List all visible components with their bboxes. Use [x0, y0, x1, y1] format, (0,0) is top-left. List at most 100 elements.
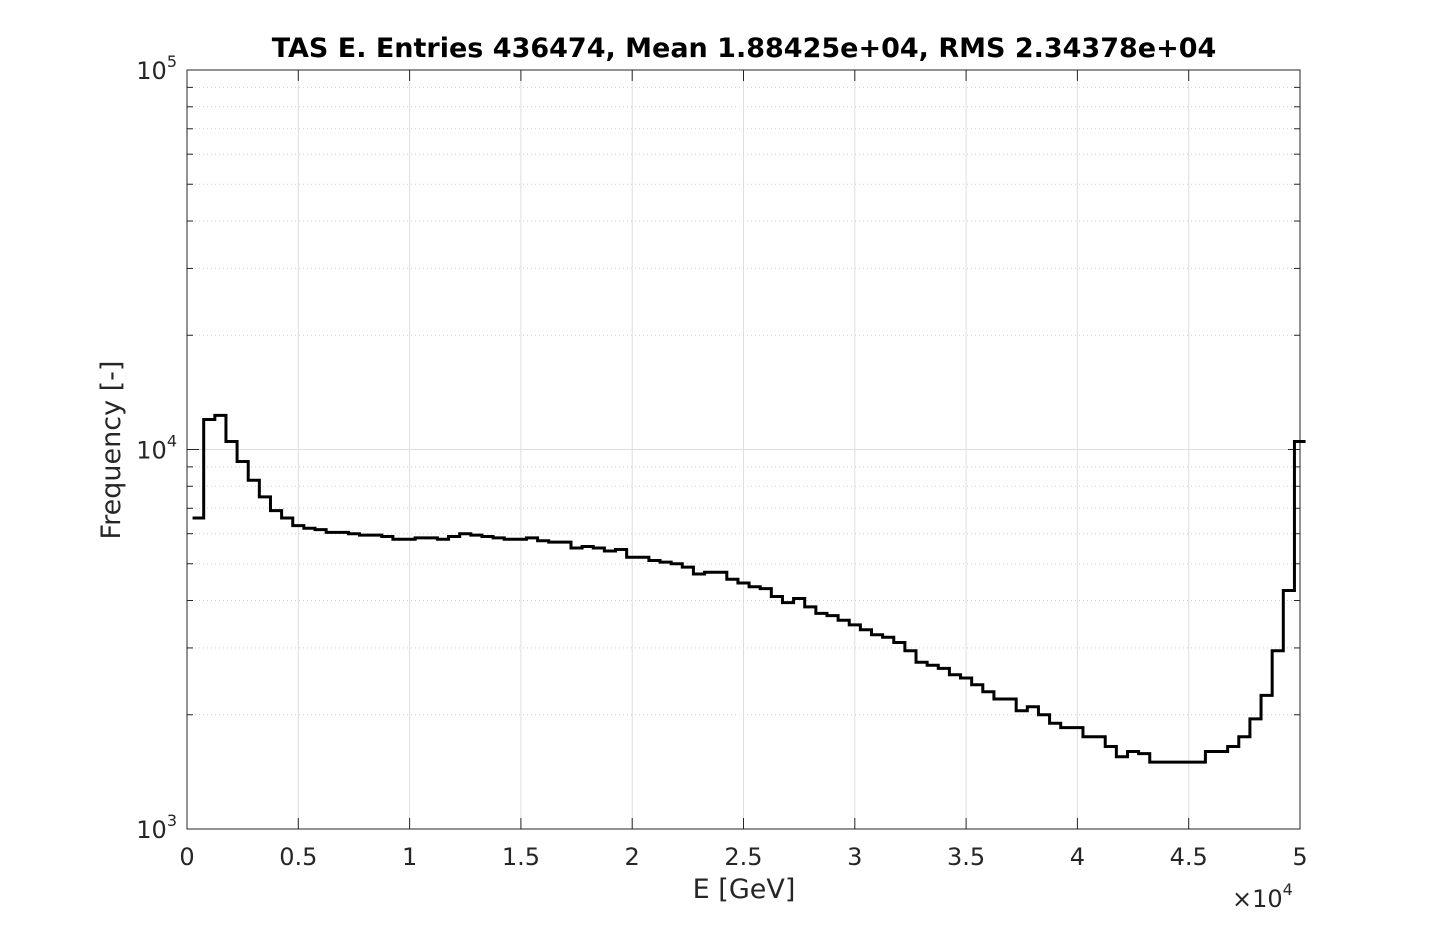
histogram-bin — [1194, 762, 1205, 829]
histogram-bin — [282, 518, 293, 829]
x-axis-exponent: ×104 — [1232, 880, 1293, 913]
histogram-bin — [348, 534, 359, 829]
histogram-bin — [493, 538, 504, 829]
histogram-bin — [604, 551, 615, 829]
histogram-bin — [905, 651, 916, 829]
x-tick-label: 1 — [402, 843, 417, 871]
x-tick-label: 3.5 — [947, 843, 985, 871]
y-tick-label: 104 — [136, 432, 177, 465]
histogram-bin — [1027, 707, 1038, 829]
histogram-bin — [1250, 719, 1261, 829]
histogram-bin — [794, 598, 805, 829]
histogram-bin — [215, 415, 226, 829]
histogram-bin — [504, 539, 515, 829]
histogram-bin — [304, 528, 315, 829]
histogram-bin — [226, 441, 237, 829]
histogram-bin — [1294, 441, 1305, 829]
histogram-bin — [849, 625, 860, 829]
histogram-bin — [616, 550, 627, 829]
histogram-bin — [827, 616, 838, 829]
histogram-bin — [326, 532, 337, 829]
histogram-bin — [582, 547, 593, 829]
histogram-bin — [449, 536, 460, 829]
histogram-bin — [660, 562, 671, 829]
x-tick-labels: 0 0.5 1 1.5 2 2.5 3 3.5 4 4.5 5 — [179, 843, 1307, 871]
histogram-bin — [1061, 728, 1072, 829]
histogram-bin — [749, 587, 760, 829]
histogram-bin — [1150, 762, 1161, 829]
histogram-bin — [838, 620, 849, 829]
x-tick-label: 2.5 — [724, 843, 762, 871]
histogram-series-line — [192, 413, 1306, 764]
x-tick-label: 3 — [847, 843, 862, 871]
histogram-bin — [270, 511, 281, 829]
histogram-bin — [805, 607, 816, 829]
histogram-bin — [1083, 737, 1094, 829]
x-tick-label: 0.5 — [279, 843, 317, 871]
histogram-bin — [1228, 746, 1239, 829]
histogram-bin — [871, 635, 882, 829]
histogram-bin — [515, 539, 526, 829]
histogram-bin — [961, 678, 972, 829]
y-tick-label: 103 — [136, 811, 177, 844]
histogram-bin — [1261, 695, 1272, 829]
histogram-bin — [727, 579, 738, 829]
histogram-bin — [1127, 752, 1138, 829]
histogram-bin — [983, 692, 994, 829]
histogram-bin — [482, 536, 493, 829]
histogram-bin — [248, 480, 259, 829]
histogram-bin — [204, 419, 215, 829]
histogram-bin — [1161, 762, 1172, 829]
histogram-bin — [1094, 737, 1105, 829]
histogram-bin — [860, 630, 871, 829]
histogram-bin — [426, 538, 437, 829]
x-tick-label: 4 — [1070, 843, 1085, 871]
histogram-bin — [682, 567, 693, 829]
histogram-bin — [549, 542, 560, 829]
chart-title: TAS E. Entries 436474, Mean 1.88425e+04,… — [272, 33, 1217, 64]
histogram-bin — [259, 497, 270, 829]
histogram-bin — [393, 539, 404, 829]
histogram-bin — [705, 572, 716, 829]
histogram-bin — [883, 637, 894, 829]
y-axis-label: Frequency [-] — [96, 361, 127, 540]
histogram-bin — [1172, 762, 1183, 829]
histogram-bin — [972, 685, 983, 829]
histogram-bin — [471, 535, 482, 829]
histogram-bin — [738, 583, 749, 829]
histogram-bin — [649, 560, 660, 829]
histogram-bin — [627, 557, 638, 829]
histogram-bin — [949, 675, 960, 829]
x-tick-label: 4.5 — [1170, 843, 1208, 871]
histogram-bin — [1183, 762, 1194, 829]
histogram-bin — [237, 461, 248, 829]
histogram-bin — [1072, 728, 1083, 829]
histogram-bin — [938, 668, 949, 829]
x-tick-label: 0 — [179, 843, 194, 871]
histogram-bin — [1016, 711, 1027, 829]
histogram-bin — [1283, 591, 1294, 829]
histogram-bin — [337, 532, 348, 829]
histogram-bin — [1005, 699, 1016, 829]
histogram-bin — [760, 589, 771, 829]
histogram-bin — [1105, 746, 1116, 829]
histogram-bin — [1272, 651, 1283, 829]
histogram-bin — [782, 603, 793, 829]
histogram-bin — [371, 535, 382, 829]
histogram-bin — [593, 548, 604, 829]
histogram-bin — [437, 539, 448, 829]
histogram-bin — [927, 665, 938, 829]
histogram-bin — [315, 530, 326, 829]
x-tick-label: 2 — [625, 843, 640, 871]
histogram-bin — [293, 526, 304, 829]
x-tick-label: 5 — [1292, 843, 1307, 871]
x-axis-label: E [GeV] — [693, 874, 796, 905]
histogram-bin — [671, 564, 682, 829]
histogram-bin — [693, 574, 704, 829]
histogram-bin — [526, 538, 537, 829]
histogram-bin — [894, 643, 905, 829]
y-tick-label: 105 — [136, 52, 177, 85]
histogram-bin — [404, 539, 415, 829]
histogram-bin — [1139, 754, 1150, 829]
